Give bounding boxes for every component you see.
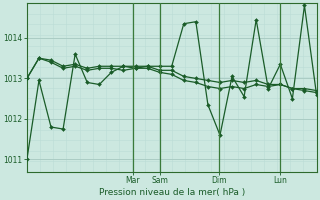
- X-axis label: Pression niveau de la mer( hPa ): Pression niveau de la mer( hPa ): [99, 188, 245, 197]
